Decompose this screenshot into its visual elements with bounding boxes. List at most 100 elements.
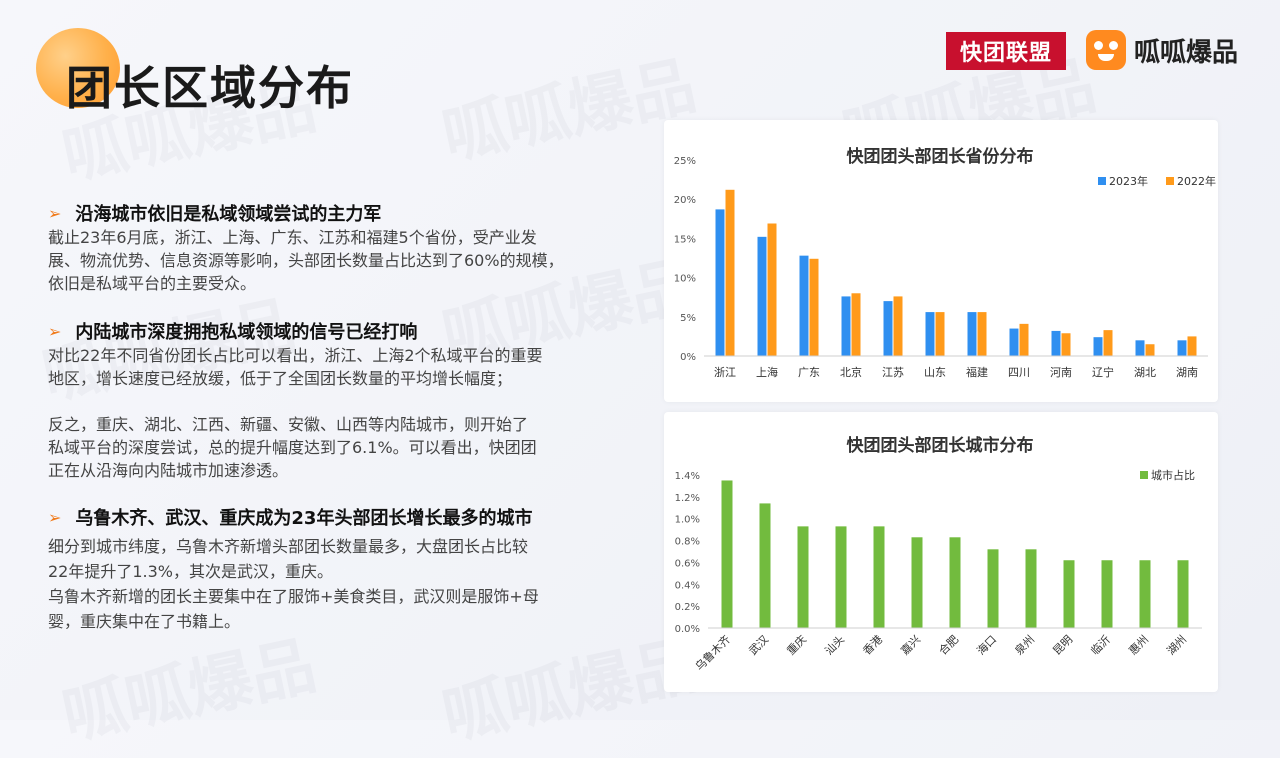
y-tick-label: 0.0%	[675, 624, 700, 635]
x-tick-label: 乌鲁木齐	[692, 632, 733, 673]
section-heading-text: 沿海城市依旧是私域领域尝试的主力军	[75, 204, 382, 225]
section-inland: ➢ 内陆城市深度拥抱私域领域的信号已经打响 对比22年不同省份团长占比可以看出，…	[48, 318, 648, 482]
paragraph: 截止23年6月底，浙江、上海、广东、江苏和福建5个省份，受产业发 展、物流优势、…	[48, 226, 648, 295]
y-tick-label: 1.2%	[675, 493, 700, 504]
arrow-bullet-icon: ➢	[48, 507, 62, 527]
bar-2023年	[1135, 340, 1145, 356]
text-line: 截止23年6月底，浙江、上海、广东、江苏和福建5个省份，受产业发	[48, 228, 537, 247]
arrow-bullet-icon: ➢	[48, 203, 62, 223]
section-heading: ➢ 乌鲁木齐、武汉、重庆成为23年头部团长增长最多的城市	[48, 504, 648, 530]
section-coastal: ➢ 沿海城市依旧是私域领域尝试的主力军 截止23年6月底，浙江、上海、广东、江苏…	[48, 200, 648, 295]
x-tick-label: 湖州	[1164, 633, 1189, 658]
y-tick-label: 0.2%	[675, 602, 700, 613]
x-tick-label: 上海	[756, 365, 778, 379]
y-tick-label: 0.4%	[675, 580, 700, 591]
chart-panel-province: 快团团头部团长省份分布 2023年 2022年 0% 5% 10% 15% 20% 25% …	[664, 120, 1218, 402]
legend-swatch	[1140, 471, 1148, 479]
text-line: 乌鲁木齐新增的团长主要集中在了服饰+美食类目，武汉则是服饰+母	[48, 587, 539, 606]
legend-label: 2022年	[1177, 174, 1216, 188]
text-line: 地区，增长速度已经放缓，低于了全国团长数量的平均增长幅度；	[48, 369, 513, 388]
bar-2022年	[851, 293, 861, 356]
x-tick-label: 临沂	[1088, 632, 1113, 657]
y-tick-label: 1.0%	[675, 515, 700, 526]
bar-2022年	[935, 312, 945, 356]
y-tick-label: 1.4%	[675, 471, 700, 482]
section-cities: ➢ 乌鲁木齐、武汉、重庆成为23年头部团长增长最多的城市 细分到城市纬度，乌鲁木…	[48, 504, 648, 634]
frog-logo-icon	[1086, 30, 1126, 70]
city-bar-chart: 快团团头部团长城市分布 城市占比 0.0% 0.2% 0.4% 0.6% 0.8% 1.0…	[675, 435, 1202, 673]
x-tick-label: 泉州	[1012, 632, 1037, 657]
text-line: 细分到城市纬度，乌鲁木齐新增头部团长数量最多，大盘团长占比较	[48, 537, 529, 556]
text-line: 私域平台的深度尝试，总的提升幅度达到了6.1%。可以看出，快团团	[48, 438, 537, 457]
brand-logo-kuaituan: 快团联盟	[946, 32, 1066, 70]
y-tick-label: 15%	[674, 234, 696, 245]
y-tick-label: 0.6%	[675, 558, 700, 569]
x-tick-label: 福建	[966, 365, 988, 379]
x-tick-label: 湖北	[1134, 366, 1156, 379]
section-heading-text: 内陆城市深度拥抱私域领域的信号已经打响	[75, 322, 418, 343]
text-line: 依旧是私域平台的主要受众。	[48, 274, 257, 293]
bar-2023年	[1093, 337, 1103, 356]
x-tick-label: 海口	[974, 632, 999, 657]
bar-2022年	[1061, 333, 1071, 356]
x-tick-label: 昆明	[1050, 633, 1075, 658]
y-tick-label: 10%	[674, 274, 696, 285]
bar-2023年	[883, 301, 893, 356]
bar-2023年	[967, 312, 977, 356]
x-tick-label: 汕头	[822, 633, 847, 658]
brand-logo-guagua: 呱呱爆品	[1086, 30, 1238, 70]
bar-2023年	[1051, 330, 1061, 356]
bar-城市占比	[797, 526, 809, 628]
y-tick-label: 5%	[680, 313, 696, 324]
paragraph: 对比22年不同省份团长占比可以看出，浙江、上海2个私域平台的重要 地区，增长速度…	[48, 344, 648, 390]
bar-2023年	[841, 296, 851, 356]
x-tick-label: 辽宁	[1092, 365, 1114, 379]
arrow-bullet-icon: ➢	[48, 321, 62, 341]
paragraph: 细分到城市纬度，乌鲁木齐新增头部团长数量最多，大盘团长占比较 22年提升了1.3…	[48, 534, 648, 634]
bar-2022年	[893, 296, 903, 356]
section-heading: ➢ 沿海城市依旧是私域领域尝试的主力军	[48, 200, 648, 226]
bar-城市占比	[873, 526, 885, 628]
x-tick-label: 合肥	[936, 632, 961, 657]
bar-2023年	[1009, 328, 1019, 356]
x-tick-label: 江苏	[882, 366, 904, 379]
bar-2022年	[767, 223, 777, 356]
bar-2023年	[1177, 340, 1187, 356]
x-tick-label: 浙江	[714, 366, 736, 379]
x-tick-label: 湖南	[1176, 366, 1198, 379]
bar-2022年	[1019, 323, 1029, 356]
section-heading: ➢ 内陆城市深度拥抱私域领域的信号已经打响	[48, 318, 648, 344]
brand-name: 呱呱爆品	[1134, 37, 1239, 68]
bar-城市占比	[721, 480, 733, 628]
bar-2022年	[1103, 330, 1113, 356]
bar-2022年	[977, 312, 987, 356]
chart-title: 快团团头部团长城市分布	[847, 435, 1034, 456]
x-tick-label: 山东	[924, 366, 946, 379]
x-tick-label: 重庆	[784, 632, 809, 657]
y-tick-label: 0.8%	[675, 537, 700, 548]
page-title: 团长区域分布	[66, 61, 354, 115]
bar-城市占比	[759, 503, 771, 628]
bar-城市占比	[949, 537, 961, 628]
x-tick-label: 河南	[1050, 366, 1072, 379]
text-line: 22年提升了1.3%，其次是武汉，重庆。	[48, 562, 334, 581]
text-line: 反之，重庆、湖北、江西、新疆、安徽、山西等内陆城市，则开始了	[48, 415, 529, 434]
text-line: 对比22年不同省份团长占比可以看出，浙江、上海2个私域平台的重要	[48, 346, 543, 365]
bar-2022年	[809, 258, 819, 356]
watermark: 呱呱爆品	[436, 629, 703, 755]
watermark: 呱呱爆品	[436, 49, 703, 175]
bar-城市占比	[835, 526, 847, 628]
x-tick-label: 北京	[840, 365, 862, 379]
paragraph: 反之，重庆、湖北、江西、新疆、安徽、山西等内陆城市，则开始了 私域平台的深度尝试…	[48, 413, 648, 482]
province-bar-chart: 快团团头部团长省份分布 2023年 2022年 0%5%10%15%20%25% …	[674, 146, 1216, 379]
bar-2023年	[799, 255, 809, 356]
legend-swatch	[1098, 177, 1106, 185]
x-tick-label: 广东	[798, 366, 820, 379]
section-heading-text: 乌鲁木齐、武汉、重庆成为23年头部团长增长最多的城市	[75, 508, 533, 529]
bar-2023年	[715, 209, 725, 356]
bar-城市占比	[1063, 560, 1075, 628]
legend-label: 2023年	[1109, 174, 1148, 188]
text-line: 正在从沿海向内陆城市加速渗透。	[48, 461, 289, 480]
bar-2023年	[757, 236, 767, 356]
y-tick-label: 20%	[674, 195, 696, 206]
